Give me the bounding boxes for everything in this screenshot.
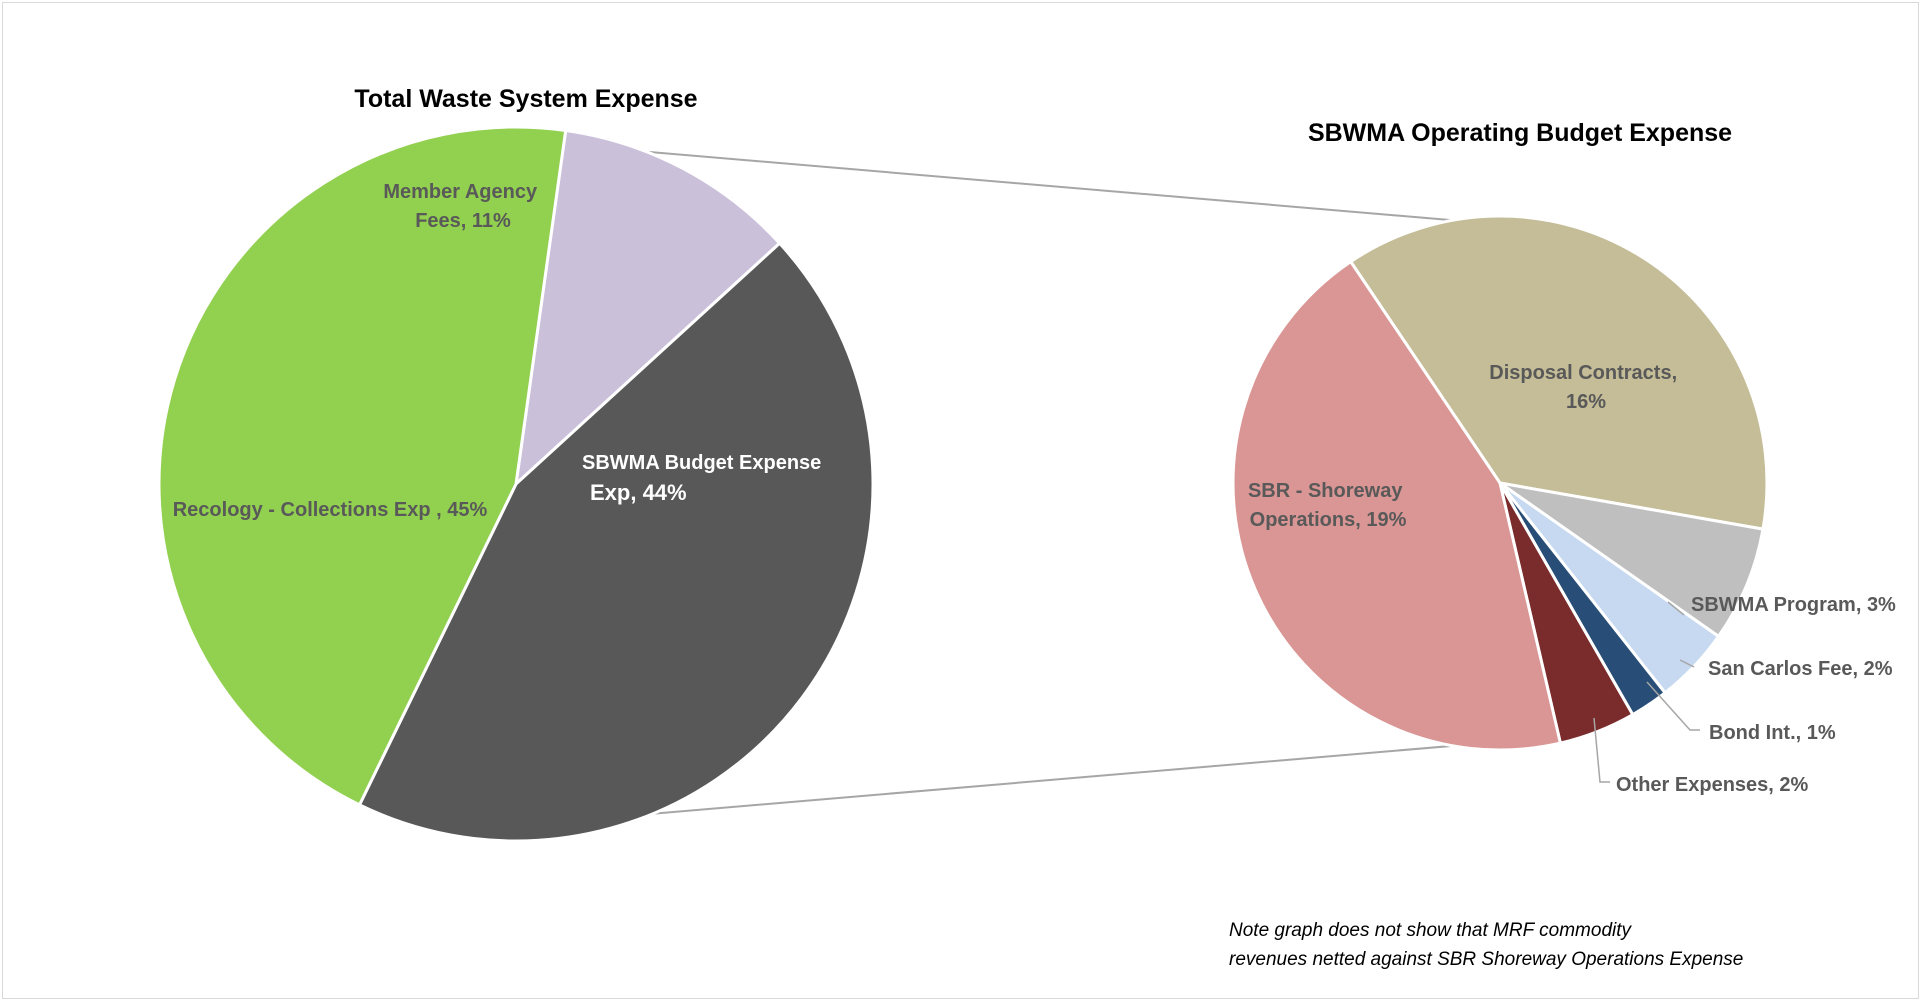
leader-line-bond-int <box>1646 681 1700 731</box>
data-label-sbr-shoreway-operations: SBR - Shoreway Operations, 19% <box>1248 480 1408 531</box>
chart-footnote: Note graph does not show that MRF commod… <box>1229 920 1743 970</box>
data-label-bond-int: Bond Int., 1% <box>1709 722 1836 744</box>
pie-slice-sbwma-budget-expense-exp <box>358 241 875 843</box>
data-label-other-expenses: Other Expenses, 2% <box>1616 774 1809 796</box>
sbwma-operating-pie <box>1231 214 1769 752</box>
connector-line-top <box>578 145 1498 225</box>
data-label-member-agency-fees: Member Agency Fees, 11% <box>383 181 542 232</box>
data-label-sbwma-budget-expense: SBWMA Budget Expense Exp, 44% <box>582 452 827 505</box>
leader-lines <box>1593 601 1700 783</box>
leader-line-sbwma-program <box>1667 601 1685 616</box>
pie-slice-disposal-contracts <box>1349 214 1769 531</box>
leader-line-san-carlos-fee <box>1679 659 1695 668</box>
pie-slice-member-agency-fees <box>514 128 782 486</box>
pie-slice-recology-collections-exp <box>157 125 568 807</box>
connector-line-bottom <box>578 737 1546 821</box>
total-waste-pie <box>157 125 875 843</box>
connector-lines <box>578 145 1546 821</box>
pie-slice-sbwma-program <box>1498 481 1765 638</box>
pie-slice-sbr-shoreway-operations <box>1231 260 1562 752</box>
leader-line-other-expenses <box>1593 717 1610 783</box>
chart-title-right: SBWMA Operating Budget Expense <box>1308 119 1732 147</box>
chart-title-left: Total Waste System Expense <box>354 85 697 113</box>
data-label-san-carlos-fee: San Carlos Fee, 2% <box>1708 658 1893 680</box>
data-label-sbwma-program: SBWMA Program, 3% <box>1691 594 1896 616</box>
data-label-disposal-contracts: Disposal Contracts, 16% <box>1489 362 1682 413</box>
data-label-recology-collections: Recology - Collections Exp , 45% <box>173 499 488 521</box>
